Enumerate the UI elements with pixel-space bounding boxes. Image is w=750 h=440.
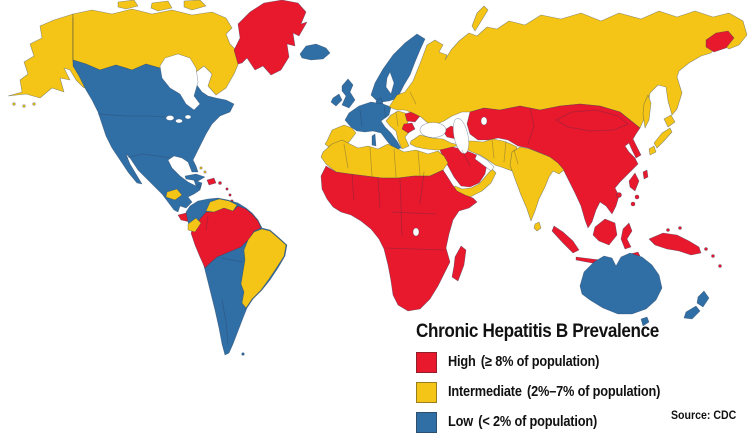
region-taiwan <box>642 169 649 180</box>
region-eastern-brazil <box>240 228 287 309</box>
legend-swatch-low <box>416 411 437 433</box>
region-new-zealand-north <box>696 290 710 308</box>
region-bahamas <box>199 166 203 170</box>
region-pacific-islands <box>666 228 670 232</box>
great-lakes <box>175 118 183 124</box>
region-western-europe <box>344 101 402 151</box>
region-hispaniola <box>206 177 217 186</box>
legend-row-high: High (≥ 8% of population) <box>416 351 689 373</box>
aral-sea <box>480 116 488 126</box>
region-australia <box>579 252 663 315</box>
region-venezuela <box>205 198 238 213</box>
region-aleutians <box>12 102 16 106</box>
region-philippines <box>628 172 640 192</box>
region-novaya-zemlya <box>471 5 489 32</box>
region-madagascar <box>451 245 467 282</box>
region-hainan <box>616 192 622 198</box>
region-arctic-islands <box>150 0 173 12</box>
region-sulawesi <box>620 222 633 250</box>
region-corsica-sardinia <box>371 133 377 147</box>
gulf-of-bothnia <box>385 71 395 95</box>
lake-victoria <box>412 227 420 237</box>
region-philippines-south <box>630 201 636 207</box>
region-pacific-islands <box>678 226 682 230</box>
region-bahamas <box>203 170 207 174</box>
hudson-bay <box>159 53 201 111</box>
region-bulgaria-serbia <box>401 122 416 134</box>
region-cuba <box>184 173 206 182</box>
legend-row-low: Low (< 2% of population) <box>416 411 689 433</box>
region-guatemala-honduras <box>165 188 183 201</box>
region-pacific-islands <box>711 254 715 258</box>
region-lesser-antilles <box>225 187 229 191</box>
legend-label-intermediate: Intermediate (2%–7% of population) <box>448 384 661 400</box>
region-puerto-rico <box>218 181 222 185</box>
legend: Chronic Hepatitis B Prevalence High (≥ 8%… <box>416 321 689 433</box>
legend-swatch-intermediate <box>416 381 437 403</box>
region-japan-kyushu <box>648 145 657 156</box>
legend-title: Chronic Hepatitis B Prevalence <box>416 321 659 342</box>
region-scandinavia <box>370 33 426 103</box>
great-lakes <box>184 114 192 120</box>
black-sea <box>419 122 447 138</box>
region-tasmania <box>640 316 650 327</box>
region-sub-saharan-africa <box>320 165 478 312</box>
region-ireland <box>330 93 343 107</box>
legend-label-low: Low (< 2% of population) <box>448 414 598 430</box>
great-lakes <box>165 115 175 121</box>
region-falkland-islands <box>241 352 245 356</box>
region-sakhalin <box>642 94 652 129</box>
region-sumatra <box>551 225 580 254</box>
region-iceland <box>299 43 331 61</box>
source-credit: Source: CDC <box>671 410 737 422</box>
region-pacific-islands <box>718 264 722 268</box>
region-amazon-peru-guyanas <box>190 205 262 269</box>
region-borneo <box>592 218 618 246</box>
region-great-britain <box>341 78 356 109</box>
legend-row-intermediate: Intermediate (2%–7% of population) <box>416 381 689 403</box>
region-aleutians <box>22 104 26 108</box>
region-arctic-islands <box>117 0 139 10</box>
region-chukotka <box>705 30 735 53</box>
legend-swatch-high <box>416 351 437 373</box>
region-philippines-south <box>634 194 640 200</box>
region-new-zealand-south <box>683 305 701 320</box>
region-japan-honshu <box>653 127 673 149</box>
region-greenland <box>233 0 308 76</box>
country-borders <box>72 17 629 345</box>
region-pacific-islands <box>704 247 708 251</box>
region-lesser-antilles <box>228 193 232 197</box>
region-arctic-islands <box>183 0 207 11</box>
region-aleutians <box>32 102 36 106</box>
legend-label-high: High (≥ 8% of population) <box>448 354 600 370</box>
region-india <box>509 146 565 222</box>
region-new-guinea <box>648 232 702 256</box>
region-japan-hokkaido <box>663 114 676 128</box>
persian-gulf <box>474 153 495 172</box>
region-jamaica <box>197 184 201 188</box>
region-ecuador <box>187 217 202 233</box>
caspian-sea <box>452 118 470 154</box>
region-sri-lanka <box>533 221 542 232</box>
